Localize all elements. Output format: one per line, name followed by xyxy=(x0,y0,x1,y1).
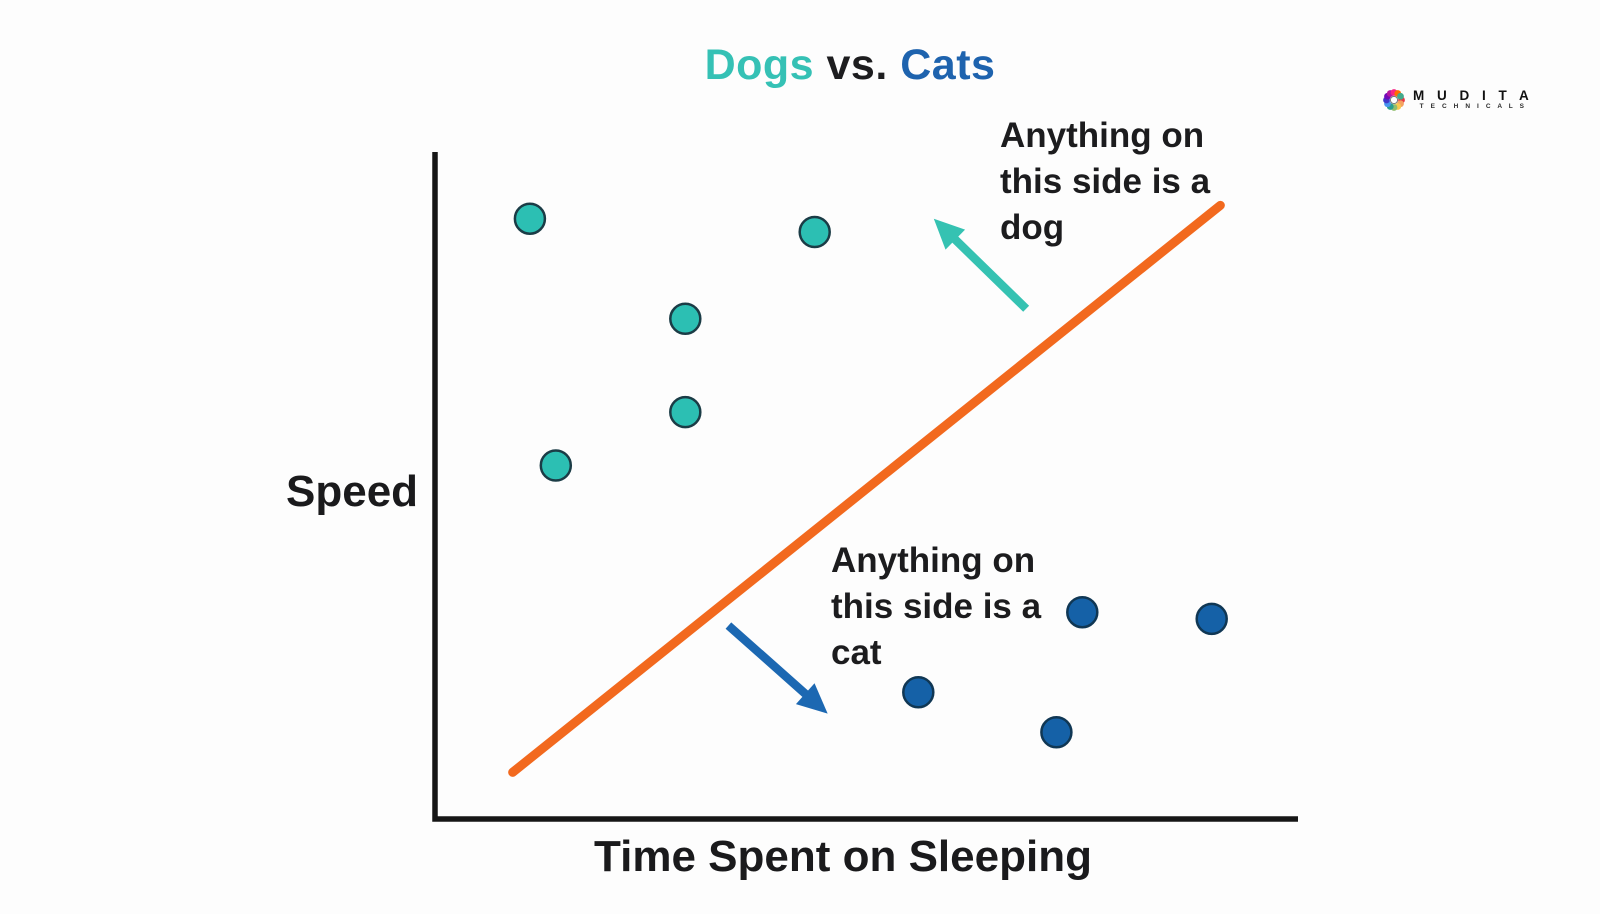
y-axis-label: Speed xyxy=(286,467,419,516)
dog-data-point xyxy=(539,449,573,482)
brand-logo-text: M U D I T A T E C H N I C A L S xyxy=(1413,89,1533,111)
dog-side-arrow-head xyxy=(933,218,966,250)
cat-side-arrow-shaft xyxy=(725,622,816,704)
brand-name: M U D I T A xyxy=(1413,88,1534,103)
dog-data-point xyxy=(669,395,702,429)
title-word-dogs: Dogs xyxy=(704,41,815,89)
brand-logo-icon xyxy=(1383,89,1405,111)
title-word-vs: vs. xyxy=(814,41,901,89)
cat-data-point xyxy=(1195,602,1228,636)
brand-logo: M U D I T A T E C H N I C A L S xyxy=(1382,88,1533,112)
dog-data-point xyxy=(669,302,702,336)
x-axis-label: Time Spent on Sleeping xyxy=(594,832,1092,881)
chart-title: Dogs vs. Cats xyxy=(97,40,1600,92)
dog-data-point xyxy=(798,215,831,249)
cat-side-arrow-head xyxy=(795,683,828,714)
dog-data-point xyxy=(513,202,547,235)
cat-data-point xyxy=(1066,595,1099,629)
cat-data-point xyxy=(1040,716,1073,749)
dog-side-arrow-shaft xyxy=(944,229,1030,312)
decision-boundary-line xyxy=(508,200,1225,777)
cat-data-point xyxy=(902,676,935,709)
title-word-cats: Cats xyxy=(900,41,996,89)
axes xyxy=(432,152,1298,822)
brand-tagline: T E C H N I C A L S xyxy=(1419,103,1527,110)
logo-gear-hub xyxy=(1389,95,1399,105)
logo-petal xyxy=(1397,92,1404,100)
cat-side-annotation: Anything on this side is a cat xyxy=(831,541,1042,672)
dog-side-annotation: Anything on this side is a dog xyxy=(1000,116,1211,247)
